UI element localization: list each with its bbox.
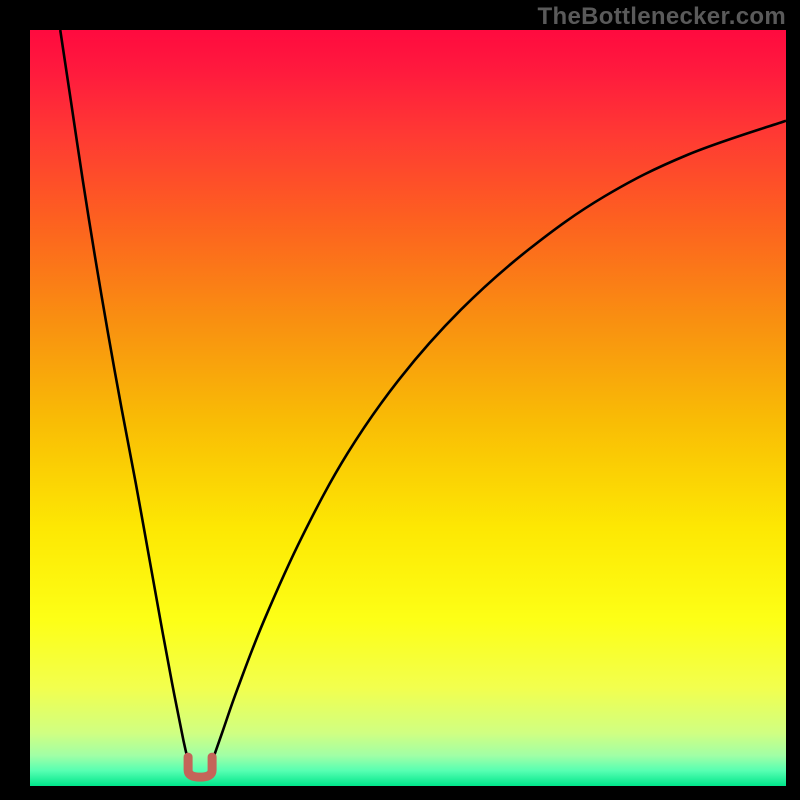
plot-area (30, 30, 786, 786)
chart-svg (30, 30, 786, 786)
watermark-text: TheBottlenecker.com (538, 3, 786, 31)
cusp-marker (188, 757, 212, 777)
bottleneck-chart: TheBottlenecker.com (0, 0, 800, 800)
curve-right (211, 121, 786, 764)
curve-left (60, 30, 189, 763)
